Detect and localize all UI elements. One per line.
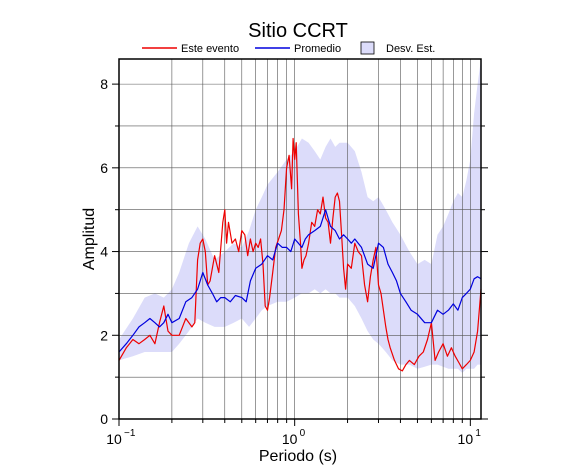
event-line	[118, 137, 482, 372]
y-tick-label: 8	[100, 76, 108, 92]
legend: Este evento Promedio Desv. Est.	[142, 41, 435, 55]
x-tick-exponent: 0	[300, 428, 306, 439]
x-tick-label: 10	[458, 431, 474, 447]
legend-label-std: Desv. Est.	[386, 43, 435, 55]
x-tick-exponent: 1	[475, 428, 481, 439]
series-layer	[118, 137, 482, 372]
legend-label-average: Promedio	[294, 43, 341, 55]
y-tick-label: 6	[100, 160, 108, 176]
legend-label-event: Este evento	[181, 43, 239, 55]
grid	[119, 59, 481, 419]
chart-title: Sitio CCRT	[248, 20, 348, 42]
y-tick-label: 0	[100, 411, 108, 427]
x-axis-label: Periodo (s)	[259, 448, 337, 465]
plot-frame	[118, 58, 482, 420]
x-tick-label: 10	[282, 431, 298, 447]
legend-swatch-std	[360, 41, 375, 55]
x-tick-exponent: −1	[124, 428, 136, 439]
y-axis-label: Amplitud	[81, 208, 98, 270]
x-tick-label: 10	[106, 431, 122, 447]
y-tick-label: 4	[100, 244, 108, 260]
average-line	[118, 209, 482, 353]
std-band-area	[119, 59, 481, 373]
y-tick-label: 2	[100, 327, 108, 343]
std-band-layer	[119, 59, 481, 373]
